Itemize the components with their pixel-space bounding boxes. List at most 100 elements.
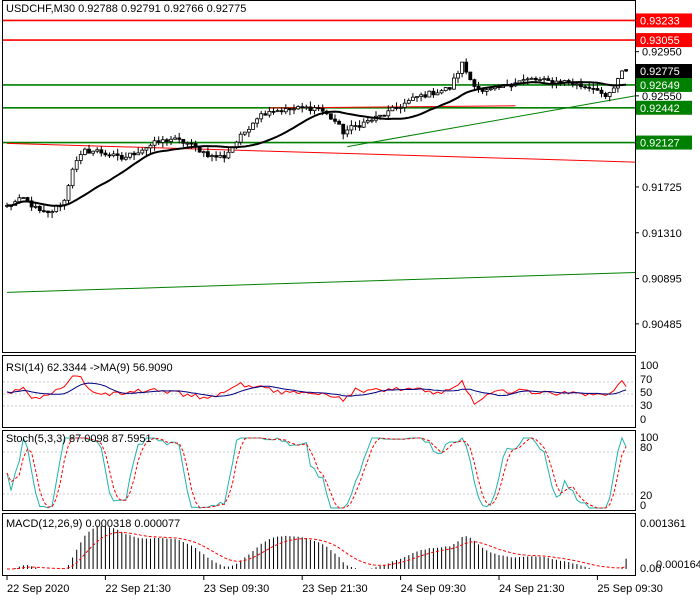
candle-body [304,106,309,109]
candle-body [107,154,112,157]
stoch-title: Stoch(5,3,3) 87.0098 87.5951 [6,433,152,445]
candle-body [66,185,71,201]
candle-body [37,205,42,212]
candle-body [587,86,592,89]
candle-body [226,151,231,159]
candle-body [529,77,534,80]
candle-body [423,94,428,98]
candle-body [50,211,54,214]
candle-body [410,96,415,101]
candle-body [365,120,370,123]
rsi-panel-frame [2,355,636,428]
moving-average-line [7,81,627,207]
trend-line-2 [6,272,636,293]
candle-body [17,197,22,203]
candle-body [451,77,456,90]
candle-body [95,149,100,152]
candle-body [205,151,210,158]
candle-body [128,152,132,158]
rsi-panel [3,375,635,407]
candle-body [115,153,120,156]
price-axis: 0.92950 0.92550 0.91725 0.91310 0.90895 0.904… [635,47,692,331]
candle-body [255,118,260,124]
candle-body [353,125,358,128]
candle-body [148,144,153,149]
level-label-box-0 [636,13,692,28]
candle-body [308,106,313,112]
candle-body [546,78,551,81]
candle-body [111,153,116,157]
candle-body [242,131,247,135]
candle-body [575,83,579,86]
candle-body [169,138,173,142]
candle-body [402,102,407,108]
candle-body [488,88,493,91]
level-label-box-1 [636,33,692,48]
candle-body [267,110,272,116]
candle-body [460,61,465,74]
candle-body [386,110,391,117]
rsi-tick-30: 30 [640,400,652,412]
main-panel-frame [2,0,636,353]
stoch-main-line [6,436,627,509]
candle-body [620,70,624,79]
candle-body [439,90,444,94]
candle-body [431,90,436,96]
candle-body [320,107,325,112]
time-tick-5: 24 Sep 21:30 [499,583,564,595]
candle-body [296,106,301,110]
candle-body [140,149,145,154]
candle-body [341,123,346,135]
candle-body [456,72,460,79]
price-tick-10: 0.90895 [642,274,682,286]
macd-panel [7,525,627,570]
candle-body [70,168,75,187]
candle-body [427,90,432,98]
level-label-2: 0.92649 [640,80,680,92]
level-label-box-2 [636,77,692,92]
candle-body [87,148,91,154]
candle-body [398,107,403,109]
candle-body [124,156,128,160]
candle-body [369,119,374,122]
candle-body [484,89,489,92]
candle-body [624,69,628,72]
candle-body [542,78,546,81]
candle-body [218,155,223,158]
time-axis: 22 Sep 2020 22 Sep 21:30 23 Sep 09:30 23 Se… [6,576,663,595]
macd-panel-frame [2,513,636,576]
stoch-panel [3,436,635,509]
candle-body [271,110,276,113]
time-tick-3: 23 Sep 21:30 [302,583,367,595]
candle-body [406,100,411,104]
candle-body [287,108,292,111]
candle-body [534,77,538,81]
candle-body [33,205,38,208]
candle-body [538,79,542,81]
candle-body [378,114,383,117]
stoch-signal-line [6,437,627,509]
stoch-tick-0: 0 [640,500,646,512]
level-label-0: 0.93233 [640,15,680,27]
candle-body [283,108,288,113]
candle-body [144,147,149,151]
level-label-3: 0.92442 [640,103,680,115]
rsi-tick-50: 50 [640,387,652,399]
time-tick-6: 25 Sep 09:30 [597,583,662,595]
candle-body [521,79,526,82]
candle-body [394,107,399,109]
time-tick-1: 22 Sep 21:30 [105,583,170,595]
candle-body [83,148,87,155]
trend-line-0 [347,95,636,148]
candle-body [415,96,419,98]
candle-body [29,200,34,208]
rsi-line [6,375,627,406]
candle-body [132,152,137,156]
candle-body [275,110,280,113]
stoch-tick-80: 80 [640,442,652,454]
candle-body [136,152,141,156]
candle-body [443,87,448,91]
candle-body [152,140,157,146]
rsi-title: RSI(14) 62.3344 ->MA(9) 56.9090 [6,362,173,374]
stoch-panel-frame [2,430,636,511]
